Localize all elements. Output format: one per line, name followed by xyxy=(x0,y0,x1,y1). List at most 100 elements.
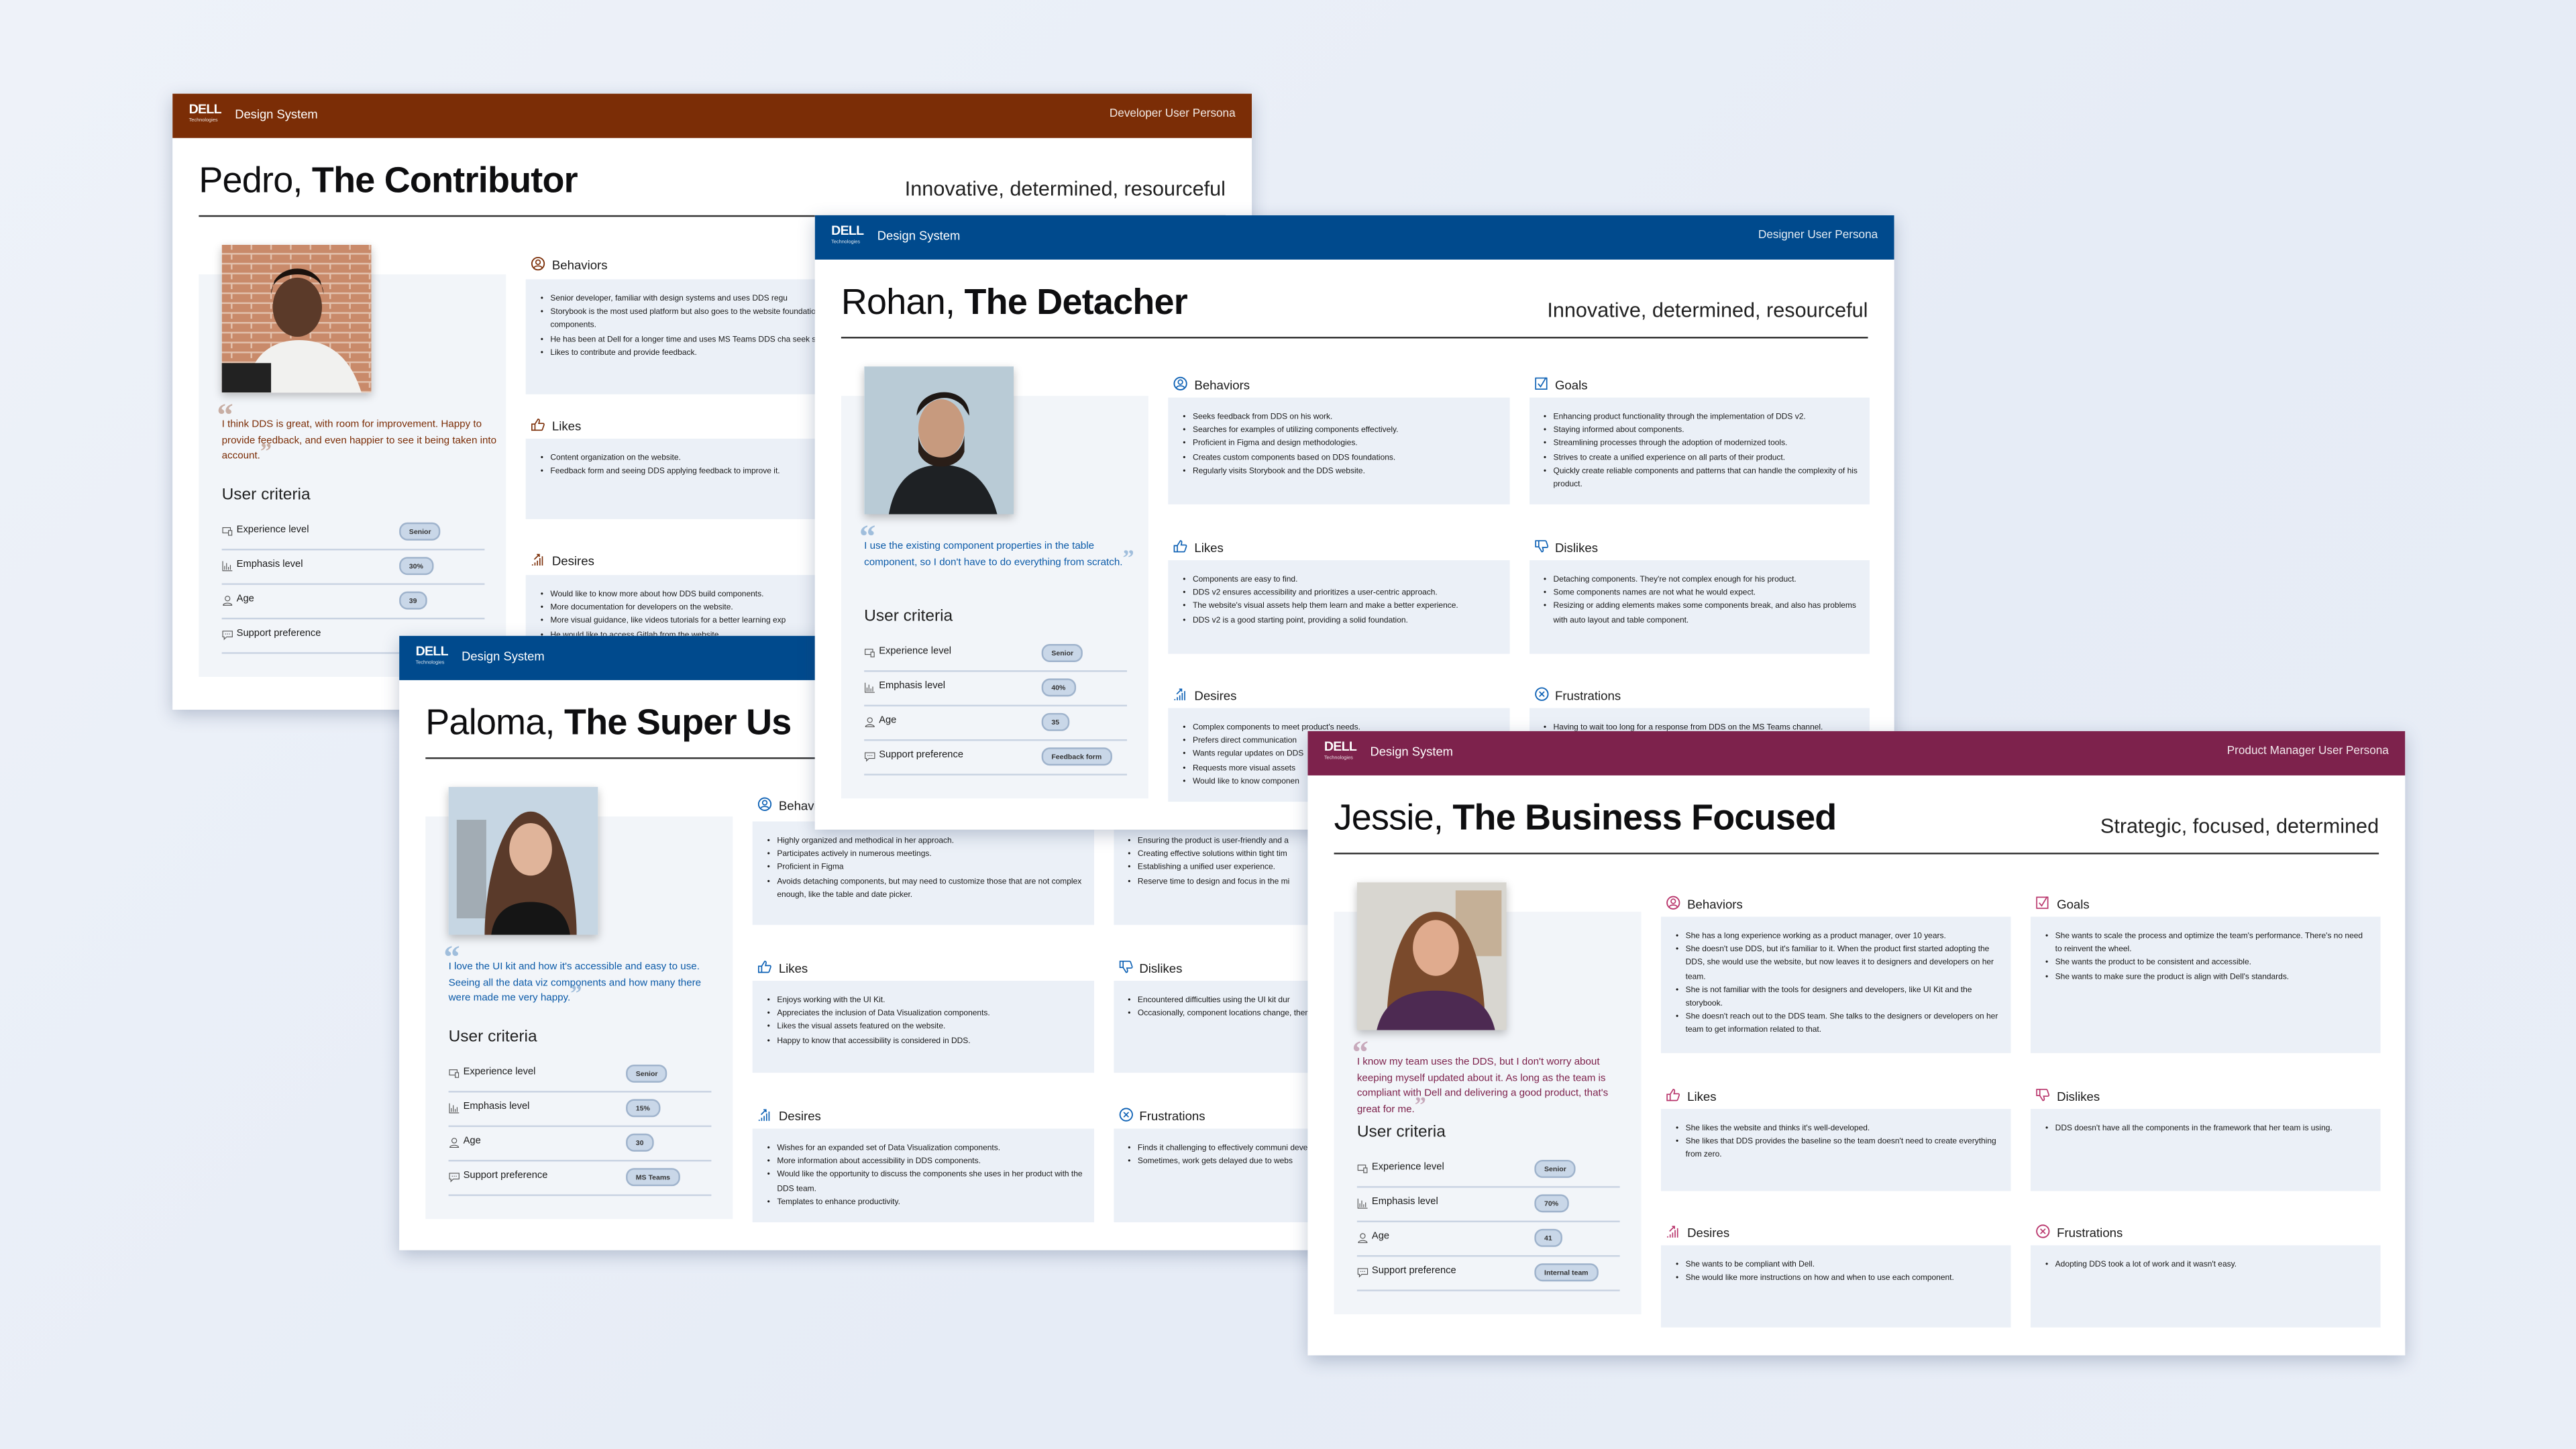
criteria-row-support: Support preference MS Teams xyxy=(448,1160,712,1196)
list-item: Avoids detaching components, but may nee… xyxy=(767,877,1083,904)
person-icon xyxy=(223,596,233,606)
criteria-value-badge: Internal team xyxy=(1534,1263,1599,1282)
persona-type-label: Developer User Persona xyxy=(1109,108,1236,120)
list-item: Regularly visits Storybook and the DDS w… xyxy=(1183,466,1499,480)
persona-header-bar: DELL Technologies Design System Product M… xyxy=(1307,731,2406,775)
section-behaviors: She has a long experience working as a p… xyxy=(1660,916,2011,1053)
section-behaviors: Highly organized and methodical in her a… xyxy=(752,821,1093,925)
list-item: Detaching components. They're not comple… xyxy=(1544,575,1860,589)
list-item: She has a long experience working as a p… xyxy=(1676,932,2001,946)
persona-name: Pedro, xyxy=(199,159,303,201)
list-item: Likes to contribute and provide feedback… xyxy=(541,348,857,362)
persona-name: Paloma, xyxy=(425,701,555,743)
list-item: Staying informed about components. xyxy=(1544,426,1860,440)
list-item: She wants to be compliant with Dell. xyxy=(1676,1260,2001,1274)
thumbs-up-icon xyxy=(757,961,771,973)
persona-name: Rohan, xyxy=(841,280,955,323)
user-criteria-heading: User criteria xyxy=(221,486,311,504)
checkbox-icon xyxy=(2036,896,2049,909)
bar-chart-icon xyxy=(865,682,875,693)
monitor-icon xyxy=(449,1069,460,1078)
list-item: More documentation for developers on the… xyxy=(541,603,857,617)
list-item: Proficient in Figma xyxy=(767,863,1083,877)
persona-quote: I use the existing component properties … xyxy=(864,540,1134,572)
list-item: Happy to know that accessibility is cons… xyxy=(767,1036,1083,1050)
list-item: Would like the opportunity to discuss th… xyxy=(767,1171,1083,1197)
list-item: She would like more instructions on how … xyxy=(1676,1273,2001,1287)
growth-chart-icon xyxy=(1667,1226,1678,1238)
criteria-row-emphasis: Emphasis level 40% xyxy=(864,670,1128,707)
open-quote-icon: “ xyxy=(217,397,233,434)
list-item: She wants to make sure the product is al… xyxy=(2045,972,2371,986)
list-item: Highly organized and methodical in her a… xyxy=(767,837,1083,851)
criteria-value-badge: 70% xyxy=(1534,1194,1568,1213)
persona-role: The Business Focused xyxy=(1452,796,1837,838)
open-quote-icon: “ xyxy=(1352,1034,1369,1071)
list-item: Ensuring the product is user-friendly an… xyxy=(1128,837,1444,851)
persona-title: Pedro, The Contributor xyxy=(199,160,578,203)
chat-icon xyxy=(449,1173,460,1183)
chat-icon xyxy=(222,631,233,641)
bar-chart-icon xyxy=(222,561,233,572)
persona-tagline: Innovative, determined, resourceful xyxy=(1547,299,1868,323)
section-likes: Components are easy to find.DDS v2 ensur… xyxy=(1168,560,1509,654)
persona-quote: I love the UI kit and how it's accessibl… xyxy=(448,961,702,1008)
x-circle-icon xyxy=(1534,687,1548,701)
section-likes: Content organization on the website.Feed… xyxy=(525,438,867,519)
user-criteria-heading: User criteria xyxy=(1356,1124,1446,1142)
list-item: Would like to know more about how DDS bu… xyxy=(541,590,857,604)
list-item: More information about accessibility in … xyxy=(767,1157,1083,1171)
criteria-row-emphasis: Emphasis level 15% xyxy=(448,1091,712,1128)
criteria-value-badge: Feedback form xyxy=(1041,747,1112,766)
section-likes: Enjoys working with the UI Kit.Appreciat… xyxy=(752,981,1093,1073)
list-item: Establishing a unified user experience. xyxy=(1128,863,1444,877)
persona-title: Paloma, The Super Us xyxy=(425,701,792,745)
criteria-row-support: Support preference Feedback form xyxy=(864,739,1128,775)
design-system-label: Design System xyxy=(877,228,961,244)
thumbs-up-icon xyxy=(1666,1089,1680,1102)
close-quote-icon: ” xyxy=(260,440,272,466)
persona-tagline: Strategic, focused, determined xyxy=(2100,814,2379,838)
title-divider xyxy=(1334,853,2379,855)
list-item: Sometimes, work gets delayed due to webs xyxy=(1128,1157,1444,1171)
section-dislikes: DDS doesn't have all the components in t… xyxy=(2030,1109,2381,1191)
persona-tagline: Innovative, determined, resourceful xyxy=(904,177,1226,201)
list-item: Enjoys working with the UI Kit. xyxy=(767,996,1083,1010)
x-circle-icon xyxy=(2036,1224,2050,1238)
dell-technologies-logo: DELL Technologies xyxy=(189,101,222,123)
bar-chart-icon xyxy=(449,1103,460,1114)
persona-card-designer: DELL Technologies Design System Designer … xyxy=(814,215,1894,830)
list-item: Requests more visual assets xyxy=(1183,763,1499,777)
design-system-label: Design System xyxy=(235,107,318,122)
list-item: Proficient in Figma and design methodolo… xyxy=(1183,439,1499,453)
list-item: The website's visual assets help them le… xyxy=(1183,602,1499,616)
list-item: She doesn't reach out to the DDS team. S… xyxy=(1676,1012,2001,1039)
persona-card-product-manager: DELL Technologies Design System Product M… xyxy=(1307,731,2406,1356)
x-circle-icon xyxy=(1118,1108,1132,1122)
list-item: She is not familiar with the tools for d… xyxy=(1676,985,2001,1012)
criteria-value-badge: 35 xyxy=(1041,712,1069,731)
open-quote-icon: “ xyxy=(443,939,460,976)
thumbs-down-icon xyxy=(1118,961,1132,973)
monitor-icon xyxy=(222,527,233,536)
thumbs-down-icon xyxy=(2036,1089,2050,1102)
criteria-row-emphasis: Emphasis level 70% xyxy=(1356,1186,1620,1223)
section-behaviors: Senior developer, familiar with design s… xyxy=(525,279,867,394)
criteria-value-badge: MS Teams xyxy=(626,1168,680,1187)
list-item: Adopting DDS took a lot of work and it w… xyxy=(2045,1260,2371,1274)
list-item: Components are easy to find. xyxy=(1183,575,1499,589)
list-item: Participates actively in numerous meetin… xyxy=(767,850,1083,864)
list-item: Wishes for an expanded set of Data Visua… xyxy=(767,1143,1083,1157)
list-item: She wants the product to be consistent a… xyxy=(2045,959,2371,973)
monitor-icon xyxy=(1357,1165,1368,1173)
user-circle-icon xyxy=(1666,896,1680,910)
section-frustrations: Adopting DDS took a lot of work and it w… xyxy=(2030,1245,2381,1328)
open-quote-icon: “ xyxy=(859,519,876,555)
dell-technologies-logo: DELL Technologies xyxy=(1324,739,1357,761)
design-system-label: Design System xyxy=(462,649,545,664)
list-item: Enhancing product functionality through … xyxy=(1544,413,1860,427)
person-icon xyxy=(865,717,875,728)
list-item: Some components names are not what he wo… xyxy=(1544,588,1860,602)
criteria-value-badge: 30% xyxy=(399,557,433,576)
section-dislikes: Detaching components. They're not comple… xyxy=(1528,560,1870,654)
